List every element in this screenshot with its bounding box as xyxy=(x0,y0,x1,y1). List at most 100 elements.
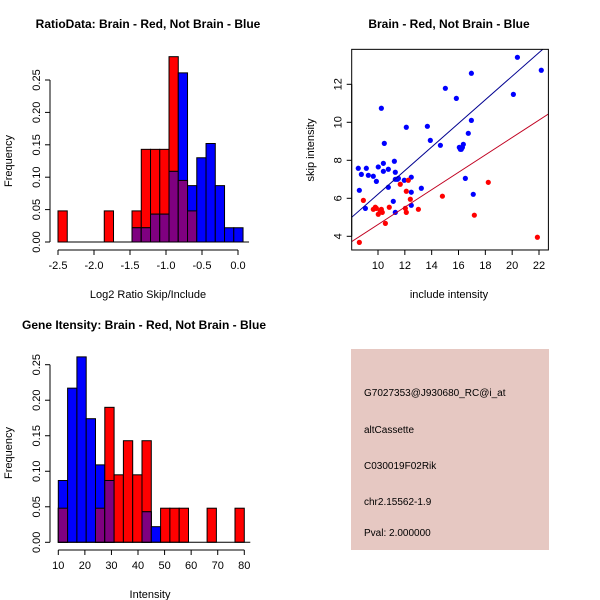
point-not-brain xyxy=(510,91,516,97)
bar-brain xyxy=(178,507,189,543)
bar-brain xyxy=(57,210,68,243)
point-not-brain xyxy=(458,146,464,152)
point-not-brain xyxy=(442,85,448,91)
point-not-brain xyxy=(468,70,474,76)
y-tick-label: 0.20 xyxy=(31,102,43,123)
x-tick-label: -1.5 xyxy=(121,260,140,272)
bar-overlap xyxy=(150,213,161,243)
y-tick-label: 0.05 xyxy=(31,496,43,517)
bar-brain xyxy=(160,507,171,543)
y-tick-label: 0.25 xyxy=(31,69,43,90)
y-tick-label: 8 xyxy=(333,157,345,163)
x-tick-label: 20 xyxy=(506,260,518,272)
location: chr2.15562-1.9 xyxy=(364,497,432,508)
x-tick-label: 10 xyxy=(52,560,64,572)
intensity-histogram-xlabel: Intensity xyxy=(130,589,171,600)
point-not-brain xyxy=(470,191,476,197)
bar-overlap xyxy=(104,479,115,543)
bar-not-brain xyxy=(224,227,235,243)
point-brain xyxy=(439,193,446,199)
probe-id: G7027353@J930680_RC@i_at xyxy=(364,388,506,399)
point-not-brain xyxy=(356,187,362,193)
bar-not-brain xyxy=(205,143,216,243)
x-tick-label: 16 xyxy=(452,260,464,272)
point-brain xyxy=(360,197,366,203)
point-not-brain xyxy=(392,169,398,175)
bar-overlap xyxy=(140,227,152,243)
point-not-brain xyxy=(437,142,443,148)
point-brain xyxy=(403,209,409,215)
point-brain xyxy=(407,196,413,202)
point-not-brain xyxy=(375,164,381,170)
point-not-brain xyxy=(418,185,424,191)
x-tick-label: 22 xyxy=(533,260,545,272)
point-brain xyxy=(485,179,491,185)
y-tick-label: 6 xyxy=(333,195,345,201)
point-brain xyxy=(356,239,362,245)
y-tick-label: 12 xyxy=(333,78,345,90)
y-tick-label: 0.00 xyxy=(31,231,43,252)
bar-not-brain xyxy=(233,227,244,243)
point-not-brain xyxy=(514,54,521,60)
x-tick-label: 12 xyxy=(399,260,411,272)
point-not-brain xyxy=(462,175,468,181)
point-not-brain xyxy=(385,166,391,172)
info-panel: G7027353@J930680_RC@i_at altCassette C03… xyxy=(351,349,549,550)
bar-overlap xyxy=(94,507,106,543)
point-brain xyxy=(471,212,477,218)
point-brain xyxy=(534,234,540,240)
point-not-brain xyxy=(380,168,386,174)
x-tick-label: -2.5 xyxy=(49,260,68,272)
point-not-brain xyxy=(378,105,384,111)
point-not-brain xyxy=(453,95,459,101)
point-not-brain xyxy=(380,160,386,166)
point-not-brain xyxy=(363,165,369,171)
bar-brain xyxy=(132,474,143,543)
y-tick-label: 10 xyxy=(333,116,345,128)
y-tick-label: 0.15 xyxy=(31,134,43,155)
x-tick-label: 0.0 xyxy=(230,260,245,272)
bar-brain xyxy=(103,210,115,243)
intensity-histogram-title: Gene Itensity: Brain - Red, Not Brain - … xyxy=(22,318,266,332)
point-not-brain xyxy=(355,165,361,171)
point-not-brain xyxy=(365,172,371,178)
point-brain xyxy=(386,204,392,210)
y-tick-label: 0.25 xyxy=(31,354,43,375)
bar-not-brain xyxy=(150,526,162,543)
bar-not-brain xyxy=(67,387,78,543)
x-tick-label: -0.5 xyxy=(193,260,212,272)
bar-brain xyxy=(206,507,217,543)
scatter-ylabel: skip intensity xyxy=(305,118,317,181)
point-not-brain xyxy=(460,141,466,147)
ratio-histogram-ylabel: Frequency xyxy=(3,135,15,187)
x-tick-label: 60 xyxy=(185,560,197,572)
bar-brain xyxy=(169,507,180,543)
bar-overlap xyxy=(168,170,179,243)
bar-brain xyxy=(122,440,134,543)
point-not-brain xyxy=(403,124,409,130)
point-not-brain xyxy=(370,173,376,179)
ratio-histogram: RatioData: Brain - Red, Not Brain - Blue… xyxy=(3,17,261,301)
x-tick-label: 80 xyxy=(238,560,250,572)
x-tick-label: -1.0 xyxy=(157,260,176,272)
point-brain xyxy=(415,206,421,212)
y-tick-label: 4 xyxy=(333,233,345,239)
gene-name: C030019F02Rik xyxy=(364,461,437,472)
point-not-brain xyxy=(465,130,471,136)
point-brain xyxy=(373,205,379,211)
point-not-brain xyxy=(427,137,433,143)
y-tick-label: 0.10 xyxy=(31,166,43,187)
point-not-brain xyxy=(390,198,396,204)
intensity-histogram: Gene Itensity: Brain - Red, Not Brain - … xyxy=(3,318,266,600)
x-tick-label: 14 xyxy=(426,260,438,272)
pval: Pval: 2.000000 xyxy=(364,528,431,539)
point-brain xyxy=(403,188,409,194)
x-tick-label: 40 xyxy=(132,560,144,572)
y-tick-label: 0.15 xyxy=(31,425,43,446)
point-not-brain xyxy=(408,189,414,195)
bar-not-brain xyxy=(214,185,226,243)
point-brain xyxy=(382,220,388,226)
event-type: altCassette xyxy=(364,425,414,436)
bar-not-brain xyxy=(196,157,207,243)
